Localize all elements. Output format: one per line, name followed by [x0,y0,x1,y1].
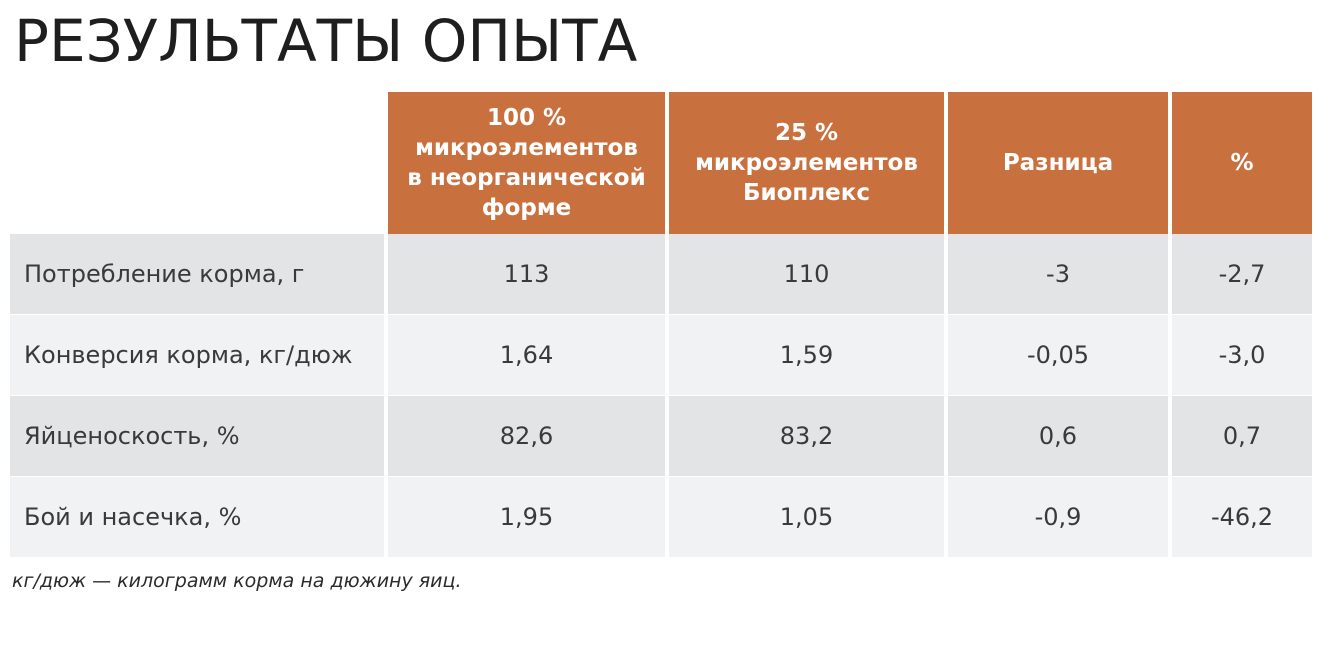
table-row: Конверсия корма, кг/дюж 1,64 1,59 -0,05 … [10,315,1312,396]
header-inorganic: 100 % микроэлементов в неорганической фо… [388,92,669,234]
header-line: 100 % [486,105,567,131]
table-row: Бой и насечка, % 1,95 1,05 -0,9 -46,2 [10,477,1312,558]
cell-percent: -46,2 [1172,477,1312,558]
page-title: РЕЗУЛЬТАТЫ ОПЫТА [14,7,638,75]
row-label: Конверсия корма, кг/дюж [10,315,388,396]
cell-difference: -3 [948,234,1172,315]
header-line: % [1230,150,1254,176]
header-empty-cell [10,92,388,234]
cell-bioplex: 83,2 [669,396,948,477]
table-row: Потребление корма, г 113 110 -3 -2,7 [10,234,1312,315]
cell-inorganic: 1,64 [388,315,669,396]
header-difference: Разница [948,92,1172,234]
header-line: микроэлементов [415,135,638,161]
header-line: форме [481,195,572,221]
cell-inorganic: 82,6 [388,396,669,477]
cell-difference: -0,9 [948,477,1172,558]
header-line: Разница [1002,150,1114,176]
cell-bioplex: 1,59 [669,315,948,396]
header-bioplex: 25 % микроэлементов Биоплекс [669,92,948,234]
footnote: кг/дюж — килограмм корма на дюжину яиц. [12,570,462,592]
header-line: 25 % [774,120,839,146]
row-label: Бой и насечка, % [10,477,388,558]
cell-difference: -0,05 [948,315,1172,396]
cell-inorganic: 1,95 [388,477,669,558]
results-table: 100 % микроэлементов в неорганической фо… [10,92,1312,558]
cell-inorganic: 113 [388,234,669,315]
header-line: в неорганической [407,165,646,191]
header-line: микроэлементов [695,150,918,176]
table-header-row: 100 % микроэлементов в неорганической фо… [10,92,1312,234]
row-label: Яйценоскость, % [10,396,388,477]
row-label: Потребление корма, г [10,234,388,315]
cell-percent: -2,7 [1172,234,1312,315]
cell-bioplex: 110 [669,234,948,315]
cell-difference: 0,6 [948,396,1172,477]
cell-percent: 0,7 [1172,396,1312,477]
cell-bioplex: 1,05 [669,477,948,558]
header-percent: % [1172,92,1312,234]
cell-percent: -3,0 [1172,315,1312,396]
header-line: Биоплекс [742,180,871,206]
table-row: Яйценоскость, % 82,6 83,2 0,6 0,7 [10,396,1312,477]
